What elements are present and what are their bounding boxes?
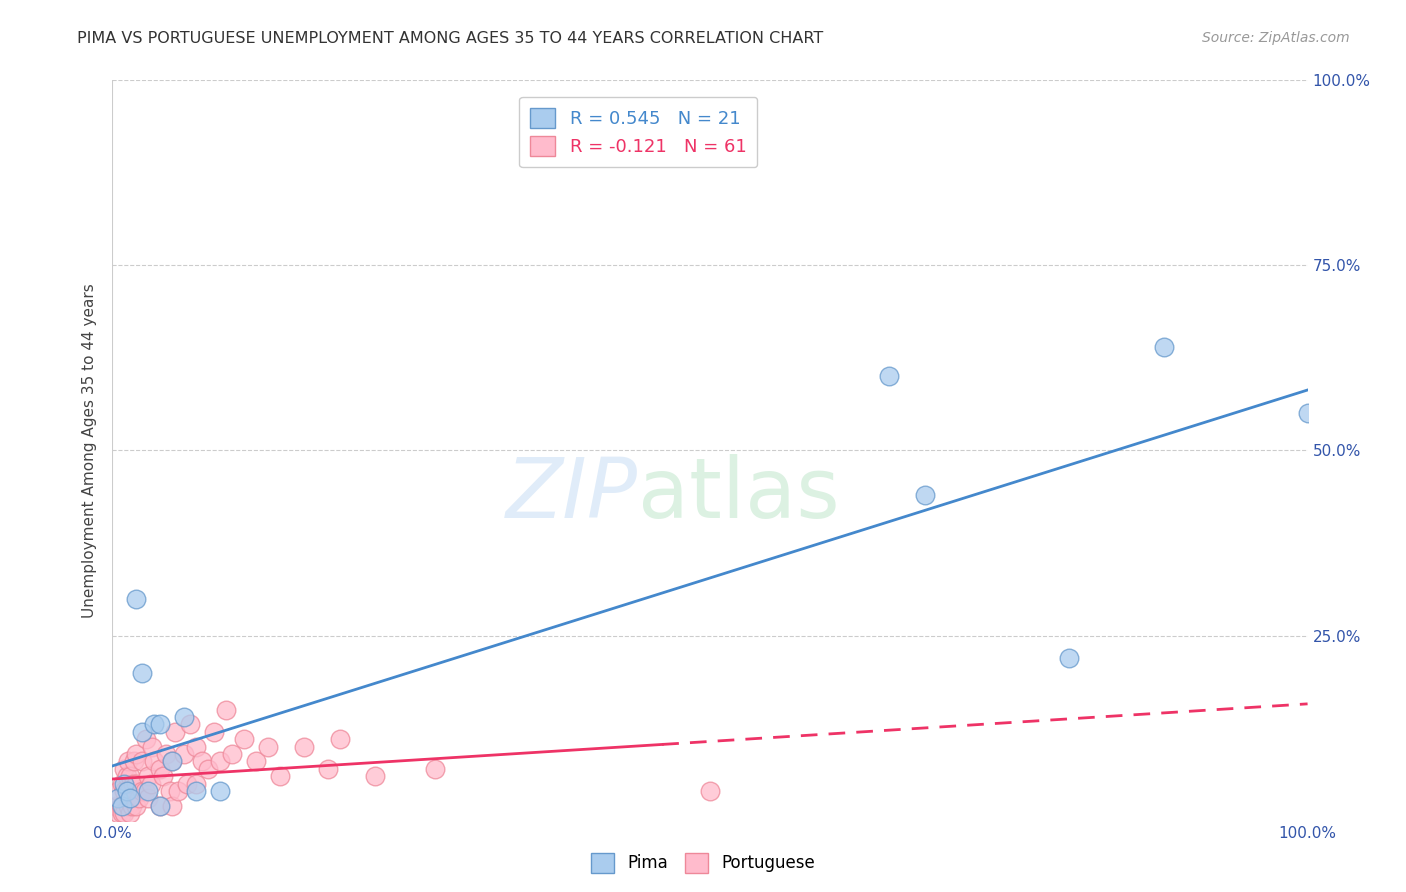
Point bbox=[141, 739, 163, 754]
Point bbox=[120, 806, 142, 821]
Point bbox=[233, 732, 256, 747]
Point bbox=[149, 762, 172, 776]
Point bbox=[107, 784, 129, 798]
Point bbox=[215, 703, 238, 717]
Point bbox=[329, 732, 352, 747]
Point bbox=[131, 755, 153, 769]
Point bbox=[186, 739, 208, 754]
Point bbox=[316, 762, 339, 776]
Point bbox=[364, 769, 387, 783]
Legend: R = 0.545   N = 21, R = -0.121   N = 61: R = 0.545 N = 21, R = -0.121 N = 61 bbox=[519, 96, 758, 168]
Point bbox=[191, 755, 214, 769]
Point bbox=[879, 369, 901, 384]
Point bbox=[143, 755, 166, 769]
Text: PIMA VS PORTUGUESE UNEMPLOYMENT AMONG AGES 35 TO 44 YEARS CORRELATION CHART: PIMA VS PORTUGUESE UNEMPLOYMENT AMONG AG… bbox=[77, 31, 824, 46]
Point bbox=[149, 798, 172, 813]
Point bbox=[186, 784, 208, 798]
Point bbox=[114, 806, 135, 821]
Point bbox=[152, 769, 174, 783]
Point bbox=[125, 747, 148, 761]
Point bbox=[699, 784, 721, 798]
Point bbox=[125, 776, 148, 791]
Point bbox=[173, 710, 195, 724]
Point bbox=[138, 784, 160, 798]
Text: atlas: atlas bbox=[638, 454, 839, 535]
Point bbox=[179, 717, 201, 731]
Point bbox=[159, 784, 181, 798]
Point bbox=[118, 784, 141, 798]
Point bbox=[134, 784, 156, 798]
Point bbox=[105, 798, 128, 813]
Point bbox=[111, 806, 134, 821]
Point bbox=[163, 724, 186, 739]
Point bbox=[202, 724, 225, 739]
Point bbox=[111, 798, 134, 813]
Point bbox=[155, 747, 177, 761]
Point bbox=[167, 784, 190, 798]
Point bbox=[115, 769, 138, 783]
Point bbox=[125, 798, 148, 813]
Point bbox=[114, 784, 135, 798]
Point bbox=[122, 755, 145, 769]
Legend: Pima, Portuguese: Pima, Portuguese bbox=[583, 847, 823, 880]
Point bbox=[1057, 650, 1080, 665]
Point bbox=[143, 717, 166, 731]
Point bbox=[121, 776, 143, 791]
Point bbox=[162, 798, 183, 813]
Point bbox=[162, 755, 183, 769]
Point bbox=[245, 755, 267, 769]
Point bbox=[914, 488, 936, 502]
Point bbox=[120, 791, 142, 805]
Point bbox=[111, 776, 134, 791]
Point bbox=[197, 762, 219, 776]
Point bbox=[209, 784, 232, 798]
Point bbox=[114, 776, 135, 791]
Point bbox=[131, 784, 153, 798]
Point bbox=[173, 747, 195, 761]
Point bbox=[257, 739, 280, 754]
Point bbox=[135, 732, 157, 747]
Point bbox=[176, 776, 198, 791]
Point bbox=[121, 798, 143, 813]
Point bbox=[117, 755, 139, 769]
Point bbox=[425, 762, 447, 776]
Point bbox=[110, 798, 132, 813]
Point bbox=[128, 791, 150, 805]
Point bbox=[269, 769, 291, 783]
Point bbox=[186, 776, 208, 791]
Point bbox=[209, 755, 232, 769]
Point bbox=[149, 798, 172, 813]
Point bbox=[221, 747, 243, 761]
Point bbox=[107, 791, 129, 805]
Point bbox=[114, 762, 135, 776]
Point bbox=[162, 755, 183, 769]
Text: ZIP: ZIP bbox=[506, 454, 638, 535]
Point bbox=[117, 798, 139, 813]
Y-axis label: Unemployment Among Ages 35 to 44 years: Unemployment Among Ages 35 to 44 years bbox=[82, 283, 97, 618]
Point bbox=[120, 769, 142, 783]
Point bbox=[292, 739, 315, 754]
Point bbox=[149, 717, 172, 731]
Point bbox=[138, 769, 160, 783]
Point bbox=[1153, 340, 1175, 354]
Point bbox=[131, 665, 153, 680]
Point bbox=[125, 591, 148, 606]
Text: Source: ZipAtlas.com: Source: ZipAtlas.com bbox=[1202, 31, 1350, 45]
Point bbox=[139, 776, 162, 791]
Point bbox=[131, 724, 153, 739]
Point bbox=[1296, 407, 1319, 421]
Point bbox=[138, 791, 160, 805]
Point bbox=[107, 806, 129, 821]
Point bbox=[115, 784, 138, 798]
